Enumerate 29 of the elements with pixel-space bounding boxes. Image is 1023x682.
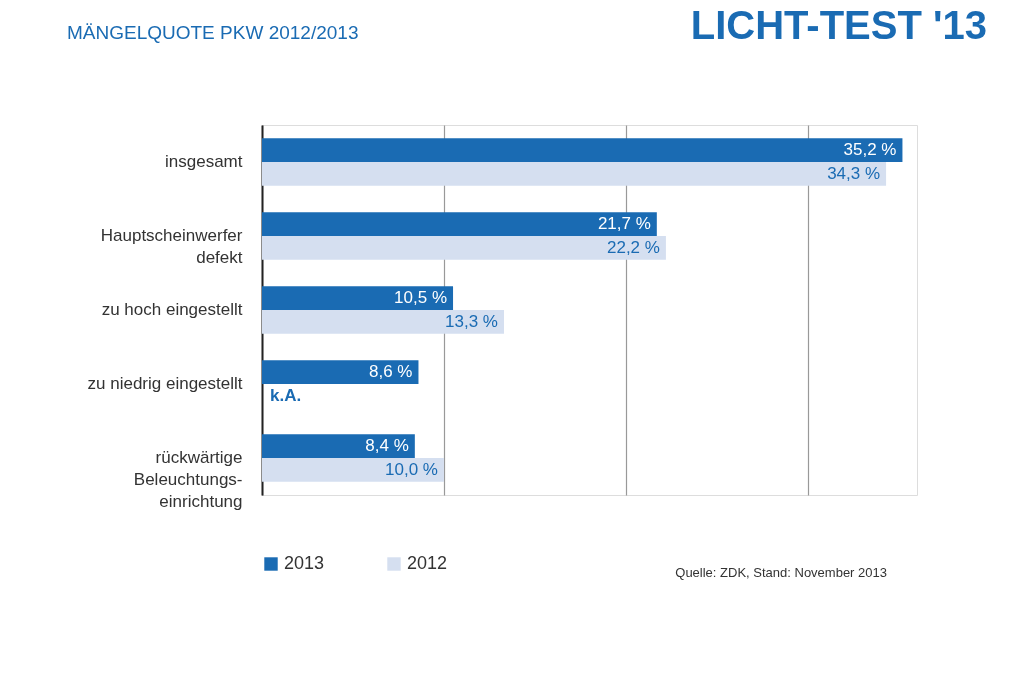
bar (262, 286, 454, 310)
data-label: 13,3 % (445, 311, 498, 331)
data-label: 10,5 % (394, 288, 448, 308)
y-tick-label: Hauptscheinwerfer defekt (100, 226, 243, 267)
chart-subtitle: LICHT-TEST '13 (690, 3, 987, 47)
legend-label: 2013 (284, 553, 325, 573)
bar (262, 236, 666, 260)
data-label: 8,4 % (365, 436, 409, 456)
y-tick-label: insgesamt (165, 152, 243, 171)
chart-title: MÄNGELQUOTE PKW 2012/2013 (67, 22, 359, 43)
y-tick-label: zu niedrig eingestellt (87, 374, 243, 393)
data-label: 21,7 % (597, 214, 651, 234)
y-tick-label: zu hoch eingestellt (101, 300, 243, 319)
bar (262, 434, 415, 458)
text: k.A. (270, 385, 302, 405)
bar (262, 212, 657, 236)
data-label: 22,2 % (606, 237, 660, 257)
data-label: 8,6 % (368, 362, 413, 382)
bar (262, 458, 444, 482)
y-tick-label: rückwärtige Beleuchtungs- einrichtung (133, 448, 243, 511)
bar (262, 138, 903, 162)
source-note: Quelle: ZDK, Stand: November 2013 (675, 565, 887, 580)
bar (262, 360, 419, 384)
bar (262, 310, 504, 334)
data-label: 10,0 % (385, 459, 438, 479)
data-label: 34,3 % (827, 163, 881, 183)
legend-label: 2012 (407, 553, 448, 573)
bar (262, 162, 887, 186)
data-label: 35,2 % (843, 140, 897, 160)
